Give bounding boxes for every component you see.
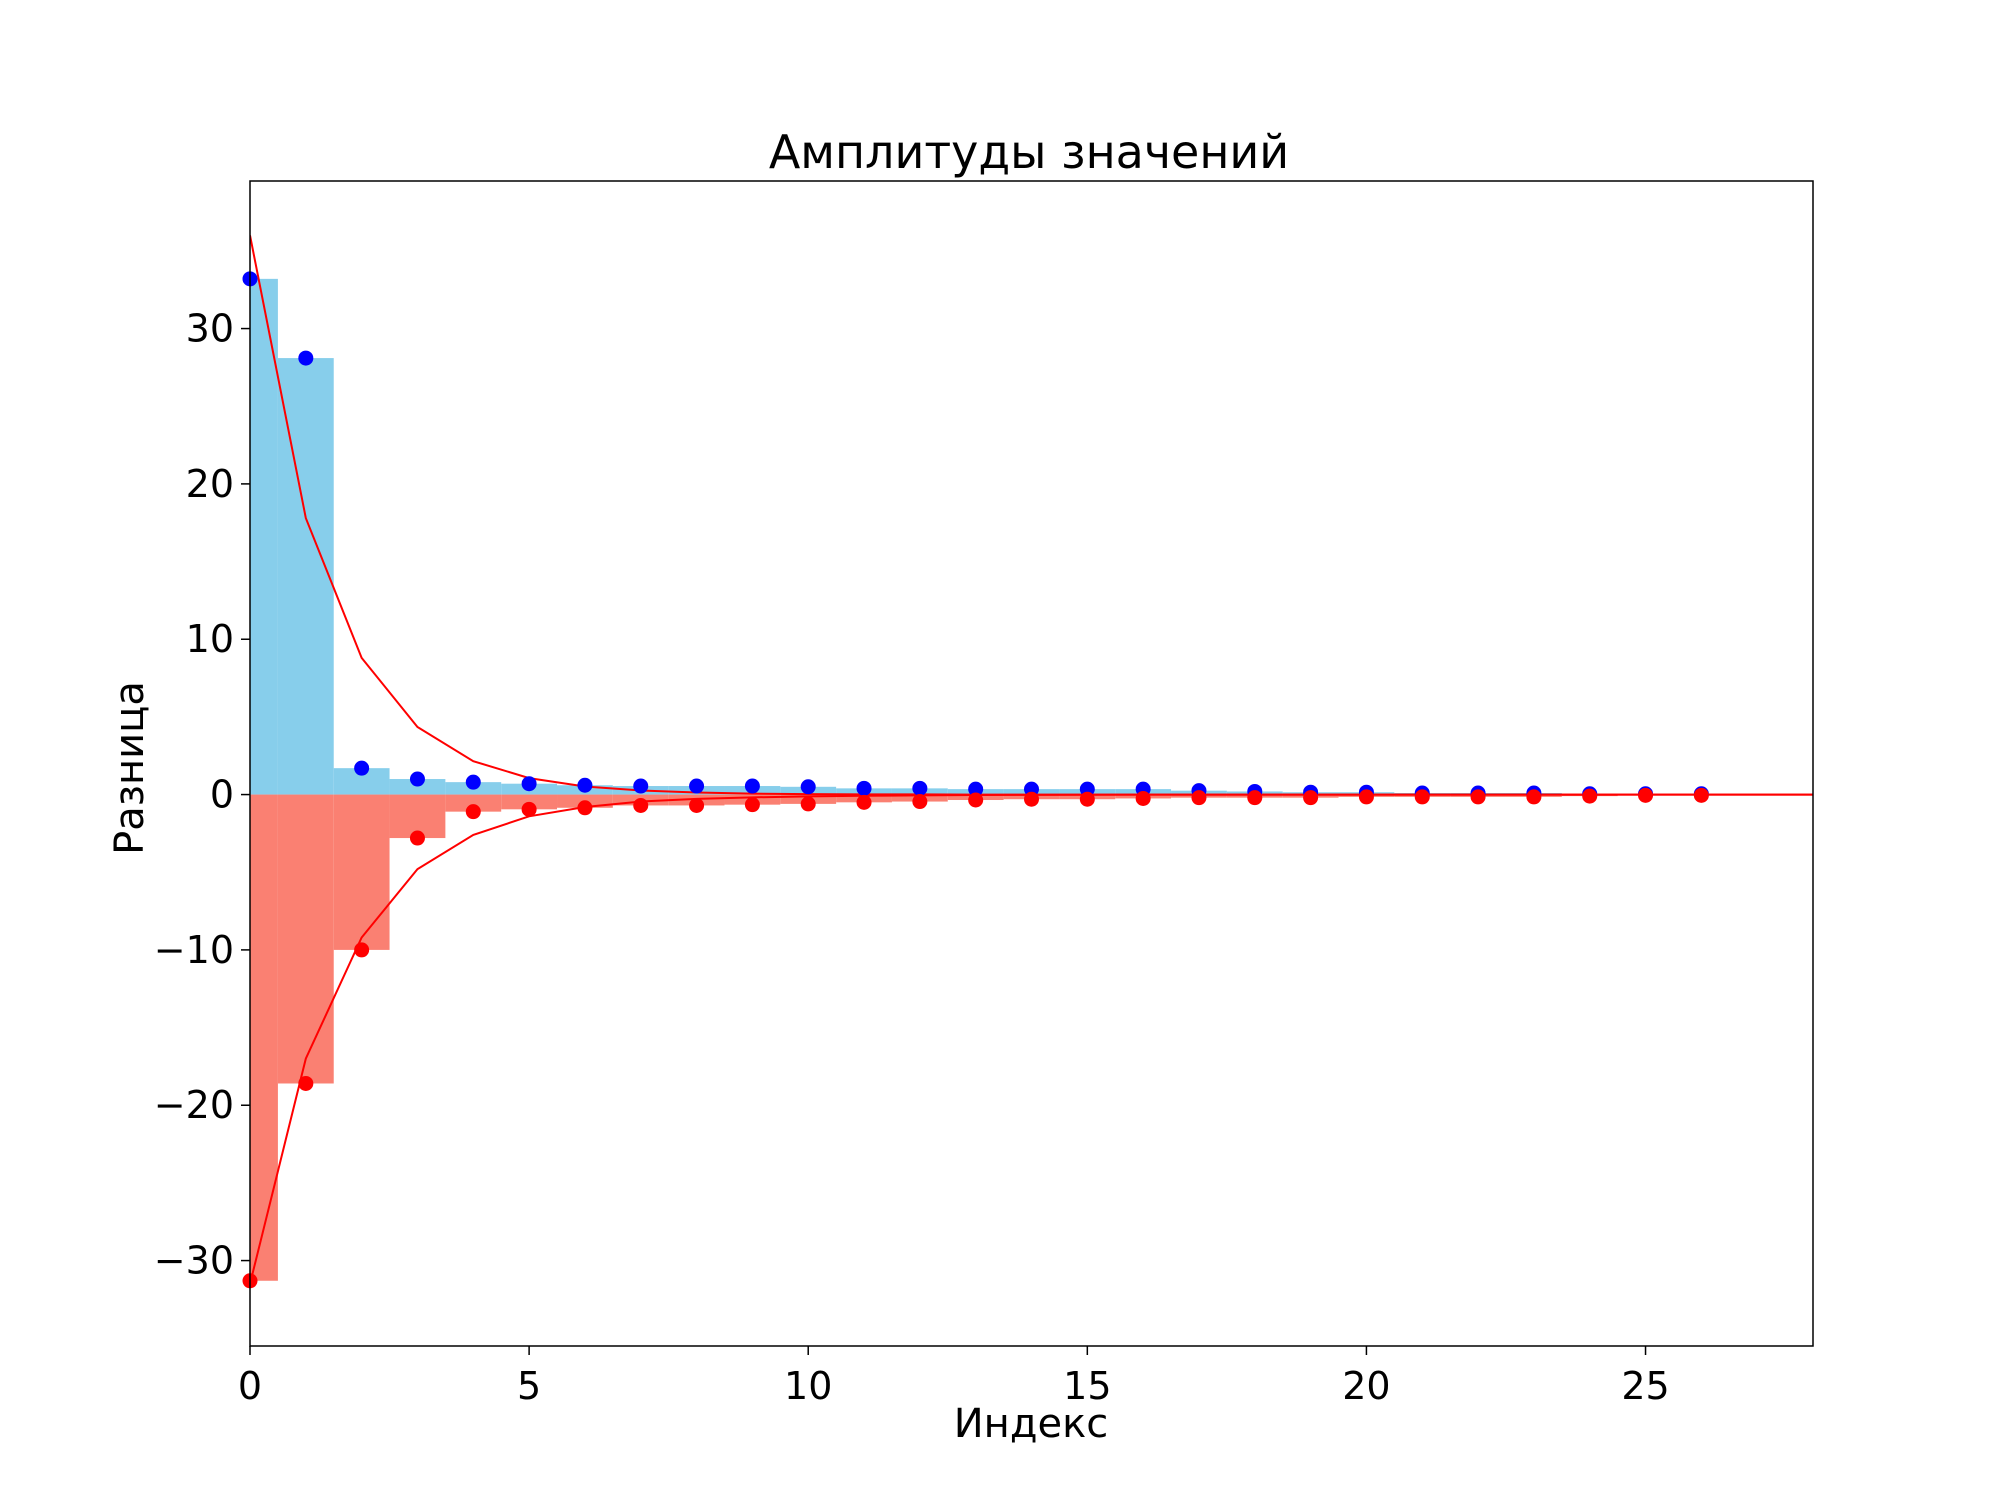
x-tick-label-0: 0: [238, 1364, 262, 1408]
point-negative-9: [744, 797, 760, 813]
point-negative-26: [1693, 787, 1709, 803]
point-negative-2: [354, 942, 370, 958]
point-negative-12: [912, 794, 928, 810]
point-negative-10: [800, 796, 816, 812]
y-tick-label-10: 10: [186, 617, 234, 661]
point-negative-20: [1358, 789, 1374, 805]
point-positive-3: [409, 771, 425, 787]
x-tick-label-20: 20: [1342, 1364, 1390, 1408]
point-negative-16: [1135, 790, 1151, 806]
bar-positive-1: [277, 358, 334, 795]
point-positive-9: [744, 778, 760, 794]
point-positive-10: [800, 779, 816, 795]
point-positive-1: [298, 350, 314, 366]
point-negative-18: [1247, 790, 1263, 806]
point-positive-4: [465, 774, 481, 790]
point-negative-11: [856, 794, 872, 810]
point-negative-15: [1079, 791, 1095, 807]
point-negative-17: [1191, 790, 1207, 806]
plot-frame: [249, 180, 1814, 1347]
axis-ticks: 0 5 10 15 20 25 −30 −20 −10 0 10 20 30: [154, 307, 1670, 1408]
bar-negative-2: [333, 794, 390, 950]
point-positive-7: [633, 778, 649, 794]
point-negative-4: [465, 804, 481, 820]
point-negative-8: [689, 797, 705, 813]
point-negative-1: [298, 1075, 314, 1091]
bar-negative-4: [445, 794, 502, 812]
point-negative-3: [409, 830, 425, 846]
point-negative-21: [1414, 789, 1430, 805]
y-tick-label-30: 30: [186, 307, 234, 351]
point-negative-25: [1638, 787, 1654, 803]
point-negative-13: [968, 792, 984, 808]
bar-negative-1: [277, 794, 334, 1084]
point-positive-8: [689, 778, 705, 794]
point-positive-5: [521, 776, 537, 792]
x-tick-label-10: 10: [784, 1364, 832, 1408]
point-negative-14: [1024, 791, 1039, 807]
x-axis-label: Индекс: [954, 1401, 1109, 1447]
point-negative-7: [633, 797, 649, 813]
point-negative-23: [1526, 789, 1542, 805]
y-tick-label--30: −30: [154, 1239, 234, 1283]
point-positive-13: [968, 781, 984, 797]
y-tick-label--10: −10: [154, 928, 234, 972]
y-axis-label: Разница: [107, 681, 153, 855]
bar-positive-3: [389, 779, 446, 795]
y-tick-label-0: 0: [210, 773, 234, 817]
plot-content: [250, 235, 1813, 1285]
point-positive-2: [354, 760, 370, 776]
y-tick-label--20: −20: [154, 1083, 234, 1127]
x-tick-label-25: 25: [1621, 1364, 1669, 1408]
point-positive-12: [912, 780, 928, 796]
point-negative-6: [577, 800, 593, 816]
y-tick-label-20: 20: [186, 462, 234, 506]
point-negative-19: [1303, 790, 1319, 806]
curve-line-upper: [250, 235, 1813, 796]
point-positive-11: [856, 780, 872, 796]
bar-positive-0: [250, 278, 278, 795]
curve-line-lower: [250, 793, 1813, 1285]
point-negative-22: [1470, 789, 1486, 805]
chart-title: Амплитуды значений: [769, 125, 1289, 179]
bar-negative-0: [250, 794, 278, 1281]
x-tick-label-15: 15: [1063, 1364, 1111, 1408]
point-negative-24: [1582, 788, 1598, 804]
plot-area: [242, 235, 1813, 1289]
point-negative-5: [521, 801, 537, 817]
point-positive-6: [577, 777, 593, 793]
x-tick-label-5: 5: [517, 1364, 541, 1408]
